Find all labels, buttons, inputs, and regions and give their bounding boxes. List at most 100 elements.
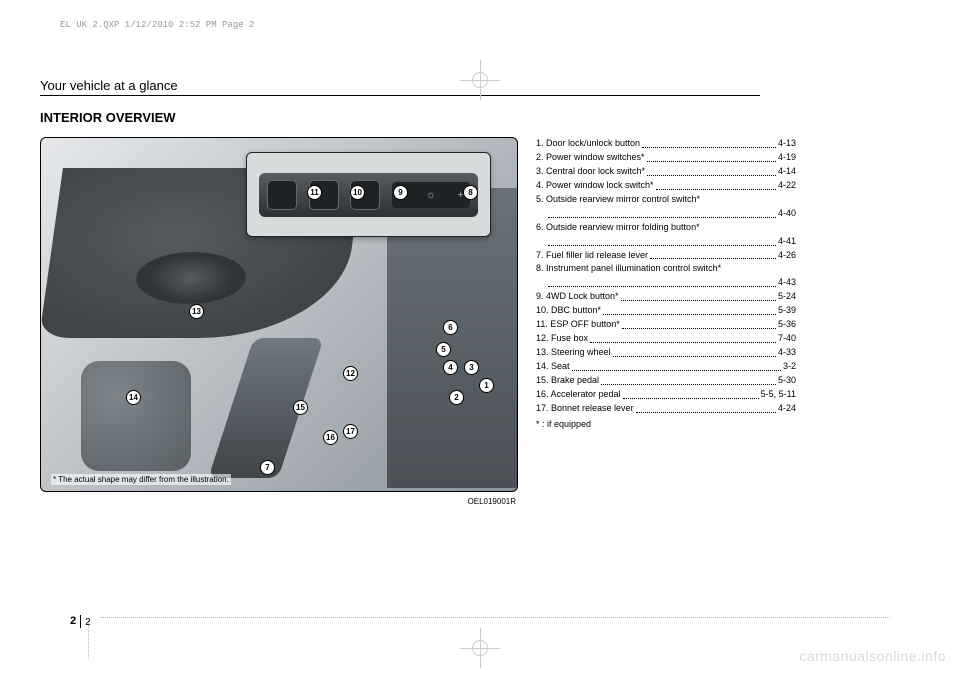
legend-item: 1. Door lock/unlock button 4-13 <box>536 137 796 151</box>
legend-label: 16. Accelerator pedal <box>536 388 621 402</box>
legend-label: 3. Central door lock switch* <box>536 165 645 179</box>
legend-page-ref: 4-22 <box>778 179 796 193</box>
legend-leader-dots <box>623 388 759 399</box>
callout-badge-8: 8 <box>463 185 478 200</box>
legend-label: 10. DBC button* <box>536 304 601 318</box>
legend-page-ref: 4-41 <box>778 235 796 249</box>
legend-leader-dots <box>613 346 776 357</box>
chapter-number: 2 <box>70 615 81 628</box>
callout-badge-10: 10 <box>350 185 365 200</box>
callout-badge-12: 12 <box>343 366 358 381</box>
footer-rule-h <box>100 617 890 618</box>
legend-label: 12. Fuse box <box>536 332 588 346</box>
legend-leader-dots <box>548 276 776 287</box>
callout-badge-17: 17 <box>343 424 358 439</box>
legend-label: 5. Outside rearview mirror control switc… <box>536 193 796 207</box>
legend-page-ref: 4-24 <box>778 402 796 416</box>
legend-label: 9. 4WD Lock button* <box>536 290 619 304</box>
legend-item: 11. ESP OFF button* 5-36 <box>536 318 796 332</box>
legend-page-ref: 4-26 <box>778 249 796 263</box>
legend-label: 2. Power window switches* <box>536 151 645 165</box>
legend-item: 14. Seat 3-2 <box>536 360 796 374</box>
watermark: carmanualsonline.info <box>799 648 946 664</box>
legend-item: 17. Bonnet release lever 4-24 <box>536 402 796 416</box>
legend-leader-dots <box>647 151 776 162</box>
callout-badge-2: 2 <box>449 390 464 405</box>
legend-item: 4. Power window lock switch* 4-22 <box>536 179 796 193</box>
legend-item: 16. Accelerator pedal 5-5, 5-11 <box>536 388 796 402</box>
legend-page-ref: 4-19 <box>778 151 796 165</box>
registration-mark-bottom <box>460 628 500 668</box>
legend-label: 17. Bonnet release lever <box>536 402 634 416</box>
section-header: Your vehicle at a glance <box>40 78 760 96</box>
legend-item: 7. Fuel filler lid release lever 4-26 <box>536 249 796 263</box>
legend-leader-dots <box>590 332 776 343</box>
legend-label: 8. Instrument panel illumination control… <box>536 262 796 276</box>
legend-label: 14. Seat <box>536 360 570 374</box>
legend-footnote: * : if equipped <box>536 418 796 432</box>
legend-leader-dots <box>603 304 776 315</box>
legend-item: 13. Steering wheel 4-33 <box>536 346 796 360</box>
legend-leader-dots <box>548 207 776 218</box>
legend-item: 2. Power window switches* 4-19 <box>536 151 796 165</box>
legend-leader-dots <box>622 318 776 329</box>
legend-item: 9. 4WD Lock button* 5-24 <box>536 290 796 304</box>
page-number: 2 <box>83 617 91 628</box>
figure-caption: * The actual shape may differ from the i… <box>51 474 231 485</box>
legend-leader-dots <box>621 290 776 301</box>
callout-badge-11: 11 <box>307 185 322 200</box>
legend-column: 1. Door lock/unlock button 4-132. Power … <box>536 137 796 492</box>
callout-badge-3: 3 <box>464 360 479 375</box>
callout-badge-9: 9 <box>393 185 408 200</box>
page-footer: 2 2 <box>70 615 91 628</box>
callout-badge-7: 7 <box>260 460 275 475</box>
legend-page-ref: 5-24 <box>778 290 796 304</box>
legend-page-ref: 5-30 <box>778 374 796 388</box>
content-row: − ☼ + 1234567891011121314151617 * The ac… <box>40 137 920 492</box>
inset-switch-panel: − ☼ + <box>246 152 491 237</box>
legend-leader-dots <box>647 165 776 176</box>
legend-item: 10. DBC button* 5-39 <box>536 304 796 318</box>
callout-badge-5: 5 <box>436 342 451 357</box>
legend-leader-dots <box>601 374 776 385</box>
legend-page-ref: 5-39 <box>778 304 796 318</box>
legend-label: 1. Door lock/unlock button <box>536 137 640 151</box>
callout-badge-1: 1 <box>479 378 494 393</box>
print-job-header: EL UK 2.QXP 1/12/2010 2:52 PM Page 2 <box>40 20 920 30</box>
page-title: INTERIOR OVERVIEW <box>40 110 920 125</box>
legend-label: 15. Brake pedal <box>536 374 599 388</box>
legend-page-ref: 3-2 <box>783 360 796 374</box>
legend-page-ref: 4-13 <box>778 137 796 151</box>
legend-item: 15. Brake pedal 5-30 <box>536 374 796 388</box>
legend-label: 13. Steering wheel <box>536 346 611 360</box>
legend-label: 7. Fuel filler lid release lever <box>536 249 648 263</box>
legend-label: 11. ESP OFF button* <box>536 318 620 332</box>
callout-badge-14: 14 <box>126 390 141 405</box>
legend-item: 12. Fuse box 7-40 <box>536 332 796 346</box>
callout-badge-15: 15 <box>293 400 308 415</box>
legend-page-ref: 4-14 <box>778 165 796 179</box>
legend-leader-dots <box>642 137 776 148</box>
figure-code: OEL019001R <box>468 497 516 506</box>
legend-leader-dots <box>548 235 776 246</box>
legend-page-ref: 5-5, 5-11 <box>761 388 796 402</box>
legend-leader-dots <box>572 360 781 371</box>
legend-leader-dots <box>636 402 776 413</box>
legend-page-ref: 7-40 <box>778 332 796 346</box>
legend-label: 6. Outside rearview mirror folding butto… <box>536 221 796 235</box>
legend-label: 4. Power window lock switch* <box>536 179 654 193</box>
interior-overview-figure: − ☼ + 1234567891011121314151617 * The ac… <box>40 137 518 492</box>
callout-badge-4: 4 <box>443 360 458 375</box>
callout-badge-6: 6 <box>443 320 458 335</box>
legend-leader-dots <box>656 179 776 190</box>
legend-leader-dots <box>650 249 776 260</box>
legend-page-ref: 4-33 <box>778 346 796 360</box>
registration-mark-top <box>460 60 500 100</box>
rocker-icon: ☼ <box>426 189 436 201</box>
callout-badge-16: 16 <box>323 430 338 445</box>
legend-page-ref: 5-36 <box>778 318 796 332</box>
inset-button-esp <box>267 180 297 210</box>
legend-item: 3. Central door lock switch* 4-14 <box>536 165 796 179</box>
legend-page-ref: 4-43 <box>778 276 796 290</box>
legend-page-ref: 4-40 <box>778 207 796 221</box>
